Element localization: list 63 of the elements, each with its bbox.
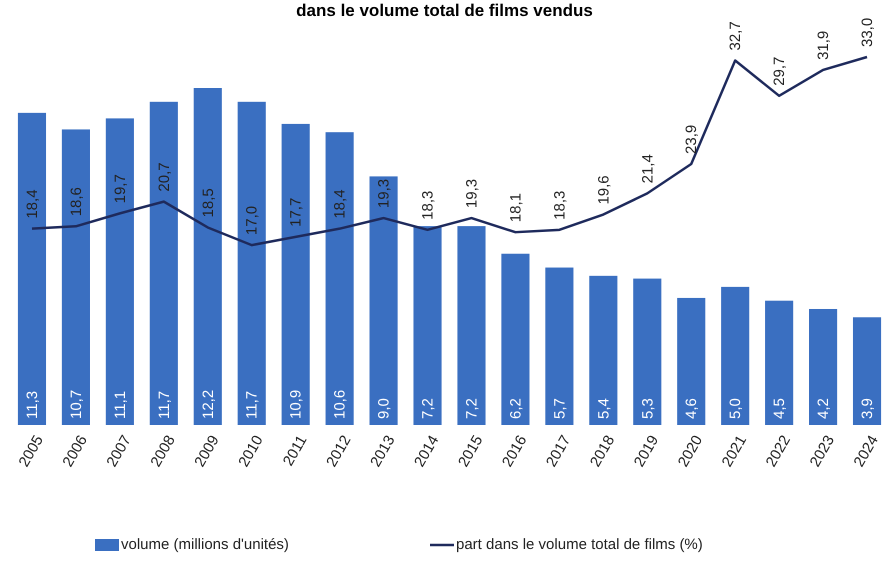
bar: [589, 276, 618, 425]
data-label: 31,9: [815, 30, 832, 60]
data-label: 19,3: [463, 178, 480, 208]
data-label: 17,0: [244, 206, 261, 236]
data-label: 11,3: [24, 390, 41, 419]
data-label: 5,0: [727, 398, 744, 419]
data-label: 29,7: [771, 56, 788, 86]
data-label: 11,7: [244, 390, 261, 419]
data-label: 4,5: [771, 398, 788, 419]
data-label: 19,7: [112, 174, 129, 204]
data-label: 12,2: [200, 390, 217, 419]
data-label: 6,2: [507, 398, 524, 419]
bar: [501, 254, 530, 425]
bar: [326, 132, 354, 425]
bar: [18, 112, 46, 425]
data-label: 18,4: [24, 189, 41, 219]
legend-label: volume (millions d'unités): [121, 536, 289, 553]
data-label: 3,9: [859, 398, 876, 419]
data-label: 20,7: [156, 162, 173, 192]
bar: [150, 102, 178, 425]
data-label: 11,7: [156, 390, 173, 419]
data-label: 19,3: [376, 178, 393, 208]
legend-label: part dans le volume total de films (%): [456, 536, 703, 553]
bar: [765, 300, 794, 425]
data-label: 32,7: [727, 21, 744, 51]
data-label: 18,3: [420, 190, 437, 220]
data-label: 18,3: [551, 190, 568, 220]
bar: [809, 308, 838, 425]
bar: [545, 268, 574, 425]
data-label: 33,0: [859, 18, 876, 47]
bar: [282, 124, 310, 425]
data-label: 10,7: [68, 390, 85, 419]
bar: [194, 88, 222, 425]
data-label: 5,3: [639, 398, 656, 419]
data-label: 4,2: [815, 398, 832, 419]
bar: [633, 278, 662, 425]
bar: [238, 102, 266, 425]
data-label: 5,4: [595, 398, 612, 419]
data-label: 18,6: [68, 187, 85, 216]
data-label: 23,9: [683, 124, 700, 154]
data-label: 18,4: [332, 189, 349, 219]
bar: [413, 226, 442, 425]
data-label: 5,7: [551, 398, 568, 419]
bar: [852, 317, 882, 425]
data-label: 7,2: [420, 398, 437, 419]
data-label: 4,6: [683, 398, 700, 419]
data-label: 18,5: [200, 188, 217, 218]
bar: [62, 129, 90, 425]
bar: [457, 226, 486, 425]
data-label: 10,9: [288, 390, 305, 419]
data-label: 19,6: [595, 175, 612, 205]
bar: [106, 118, 134, 425]
data-label: 11,1: [112, 390, 129, 419]
chart-title: dans le volume total de films vendus: [296, 1, 593, 20]
data-label: 9,0: [376, 398, 393, 419]
data-label: 17,7: [288, 198, 305, 227]
data-label: 7,2: [463, 398, 480, 419]
bar: [721, 286, 750, 425]
data-label: 10,6: [332, 390, 349, 419]
data-label: 18,1: [507, 192, 524, 222]
bar: [370, 176, 398, 425]
bar: [677, 298, 706, 425]
data-label: 21,4: [639, 154, 656, 184]
